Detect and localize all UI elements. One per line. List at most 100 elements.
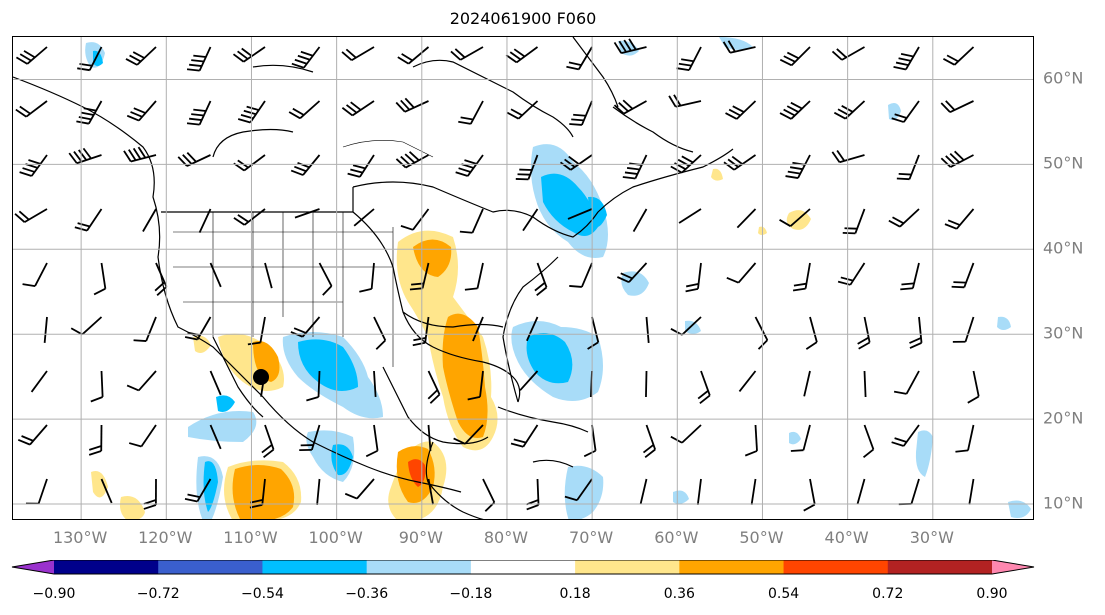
wind-barb [559, 154, 593, 171]
wind-barb [955, 424, 975, 453]
negative-field-region [188, 411, 257, 442]
wind-barb [510, 424, 539, 448]
colorbar-extend-low [12, 560, 54, 574]
wind-barb [299, 424, 321, 452]
wind-barb [893, 370, 920, 395]
wind-barb [344, 478, 375, 500]
wind-barb [896, 154, 920, 181]
wind-barb [186, 100, 212, 126]
colorbar-tick-label: −0.18 [449, 586, 493, 602]
wind-barb [968, 478, 975, 505]
wind-barb [668, 94, 702, 108]
wind-barb [125, 46, 157, 66]
wind-barb [249, 478, 266, 509]
negative-field-region [564, 465, 604, 519]
negative-field-region [541, 173, 598, 236]
longitude-label: 80°W [483, 528, 529, 547]
wind-barb [676, 46, 702, 72]
positive-field-region [119, 496, 145, 519]
wind-barb [837, 262, 866, 286]
wind-barb [365, 424, 379, 458]
wind-barb [790, 424, 811, 452]
wind-barb [123, 146, 157, 163]
positive-field-region [193, 335, 211, 353]
wind-barb [803, 478, 816, 512]
wind-barb [515, 154, 539, 181]
wind-barb [19, 154, 48, 177]
state-borders [173, 140, 434, 367]
wind-barb [288, 100, 321, 120]
colorbar-tick-label: 0.36 [663, 586, 695, 602]
wind-barb [909, 316, 923, 349]
map-canvas [13, 37, 1033, 520]
wind-barb [831, 149, 865, 164]
wind-barb [645, 316, 650, 343]
wind-barb [458, 100, 484, 125]
wind-barb [318, 262, 333, 296]
longitude-label: 30°W [909, 528, 954, 547]
wind-barb [15, 46, 48, 65]
wind-barb [455, 154, 484, 177]
wind-barb [725, 100, 757, 120]
wind-barb [785, 154, 811, 179]
wind-barb [632, 208, 648, 232]
wind-barb [678, 208, 702, 224]
wind-barb [43, 316, 48, 343]
wind-barb [613, 99, 647, 115]
positive-field-region [442, 313, 488, 438]
wind-barb [622, 154, 648, 180]
wind-barb [464, 262, 484, 291]
colorbar [11, 560, 1035, 575]
wind-barb [567, 208, 593, 220]
wind-barb [22, 262, 48, 287]
colorbar-bin [366, 560, 472, 574]
colorbar-extend-high [992, 560, 1034, 574]
grid-lines [13, 37, 1033, 519]
wind-barb [506, 100, 539, 120]
wind-barb [862, 424, 875, 459]
negative-field-region [298, 339, 358, 391]
negative-field-region [685, 320, 701, 334]
wind-barb [294, 208, 320, 219]
wind-barb [198, 208, 212, 233]
wind-barb [943, 46, 975, 66]
wind-barb [209, 262, 222, 288]
wind-barb [833, 100, 866, 120]
wind-barb [316, 478, 321, 505]
wind-barb [534, 262, 548, 297]
wind-barb [209, 370, 222, 396]
negative-field-region [938, 519, 953, 520]
longitude-label: 90°W [398, 528, 443, 547]
colorbar-bin [158, 560, 263, 574]
wind-barb [412, 316, 430, 347]
wind-barb [900, 262, 920, 291]
wind-barb [290, 154, 321, 176]
wind-barb [779, 100, 811, 120]
wind-barb [76, 100, 103, 125]
wind-barb [209, 424, 222, 450]
wind-barb [90, 370, 104, 403]
wind-barb [70, 316, 103, 336]
longitude-label: 50°W [739, 528, 784, 547]
longitude-label: 130°W [52, 528, 108, 547]
wind-barb [126, 370, 157, 392]
wind-barb [940, 100, 974, 113]
wind-barb [184, 316, 212, 341]
wind-barb [722, 40, 756, 54]
wind-barb [723, 154, 757, 171]
longitude-label: 40°W [824, 528, 869, 547]
wind-barb [744, 424, 758, 457]
colorbar-tick-label: −0.72 [136, 586, 180, 602]
wind-barb [68, 147, 102, 165]
wind-barb [427, 478, 434, 505]
wind-barb [863, 370, 867, 398]
positive-field-region [408, 459, 426, 487]
wind-barb [696, 478, 702, 505]
wind-barb [726, 262, 757, 284]
wind-barb [450, 46, 484, 61]
colorbar-tick-label: 0.72 [872, 586, 904, 602]
map-panel[interactable] [12, 36, 1034, 520]
wind-barb [395, 97, 429, 113]
wind-barb [891, 100, 920, 123]
wind-barb [779, 46, 811, 67]
